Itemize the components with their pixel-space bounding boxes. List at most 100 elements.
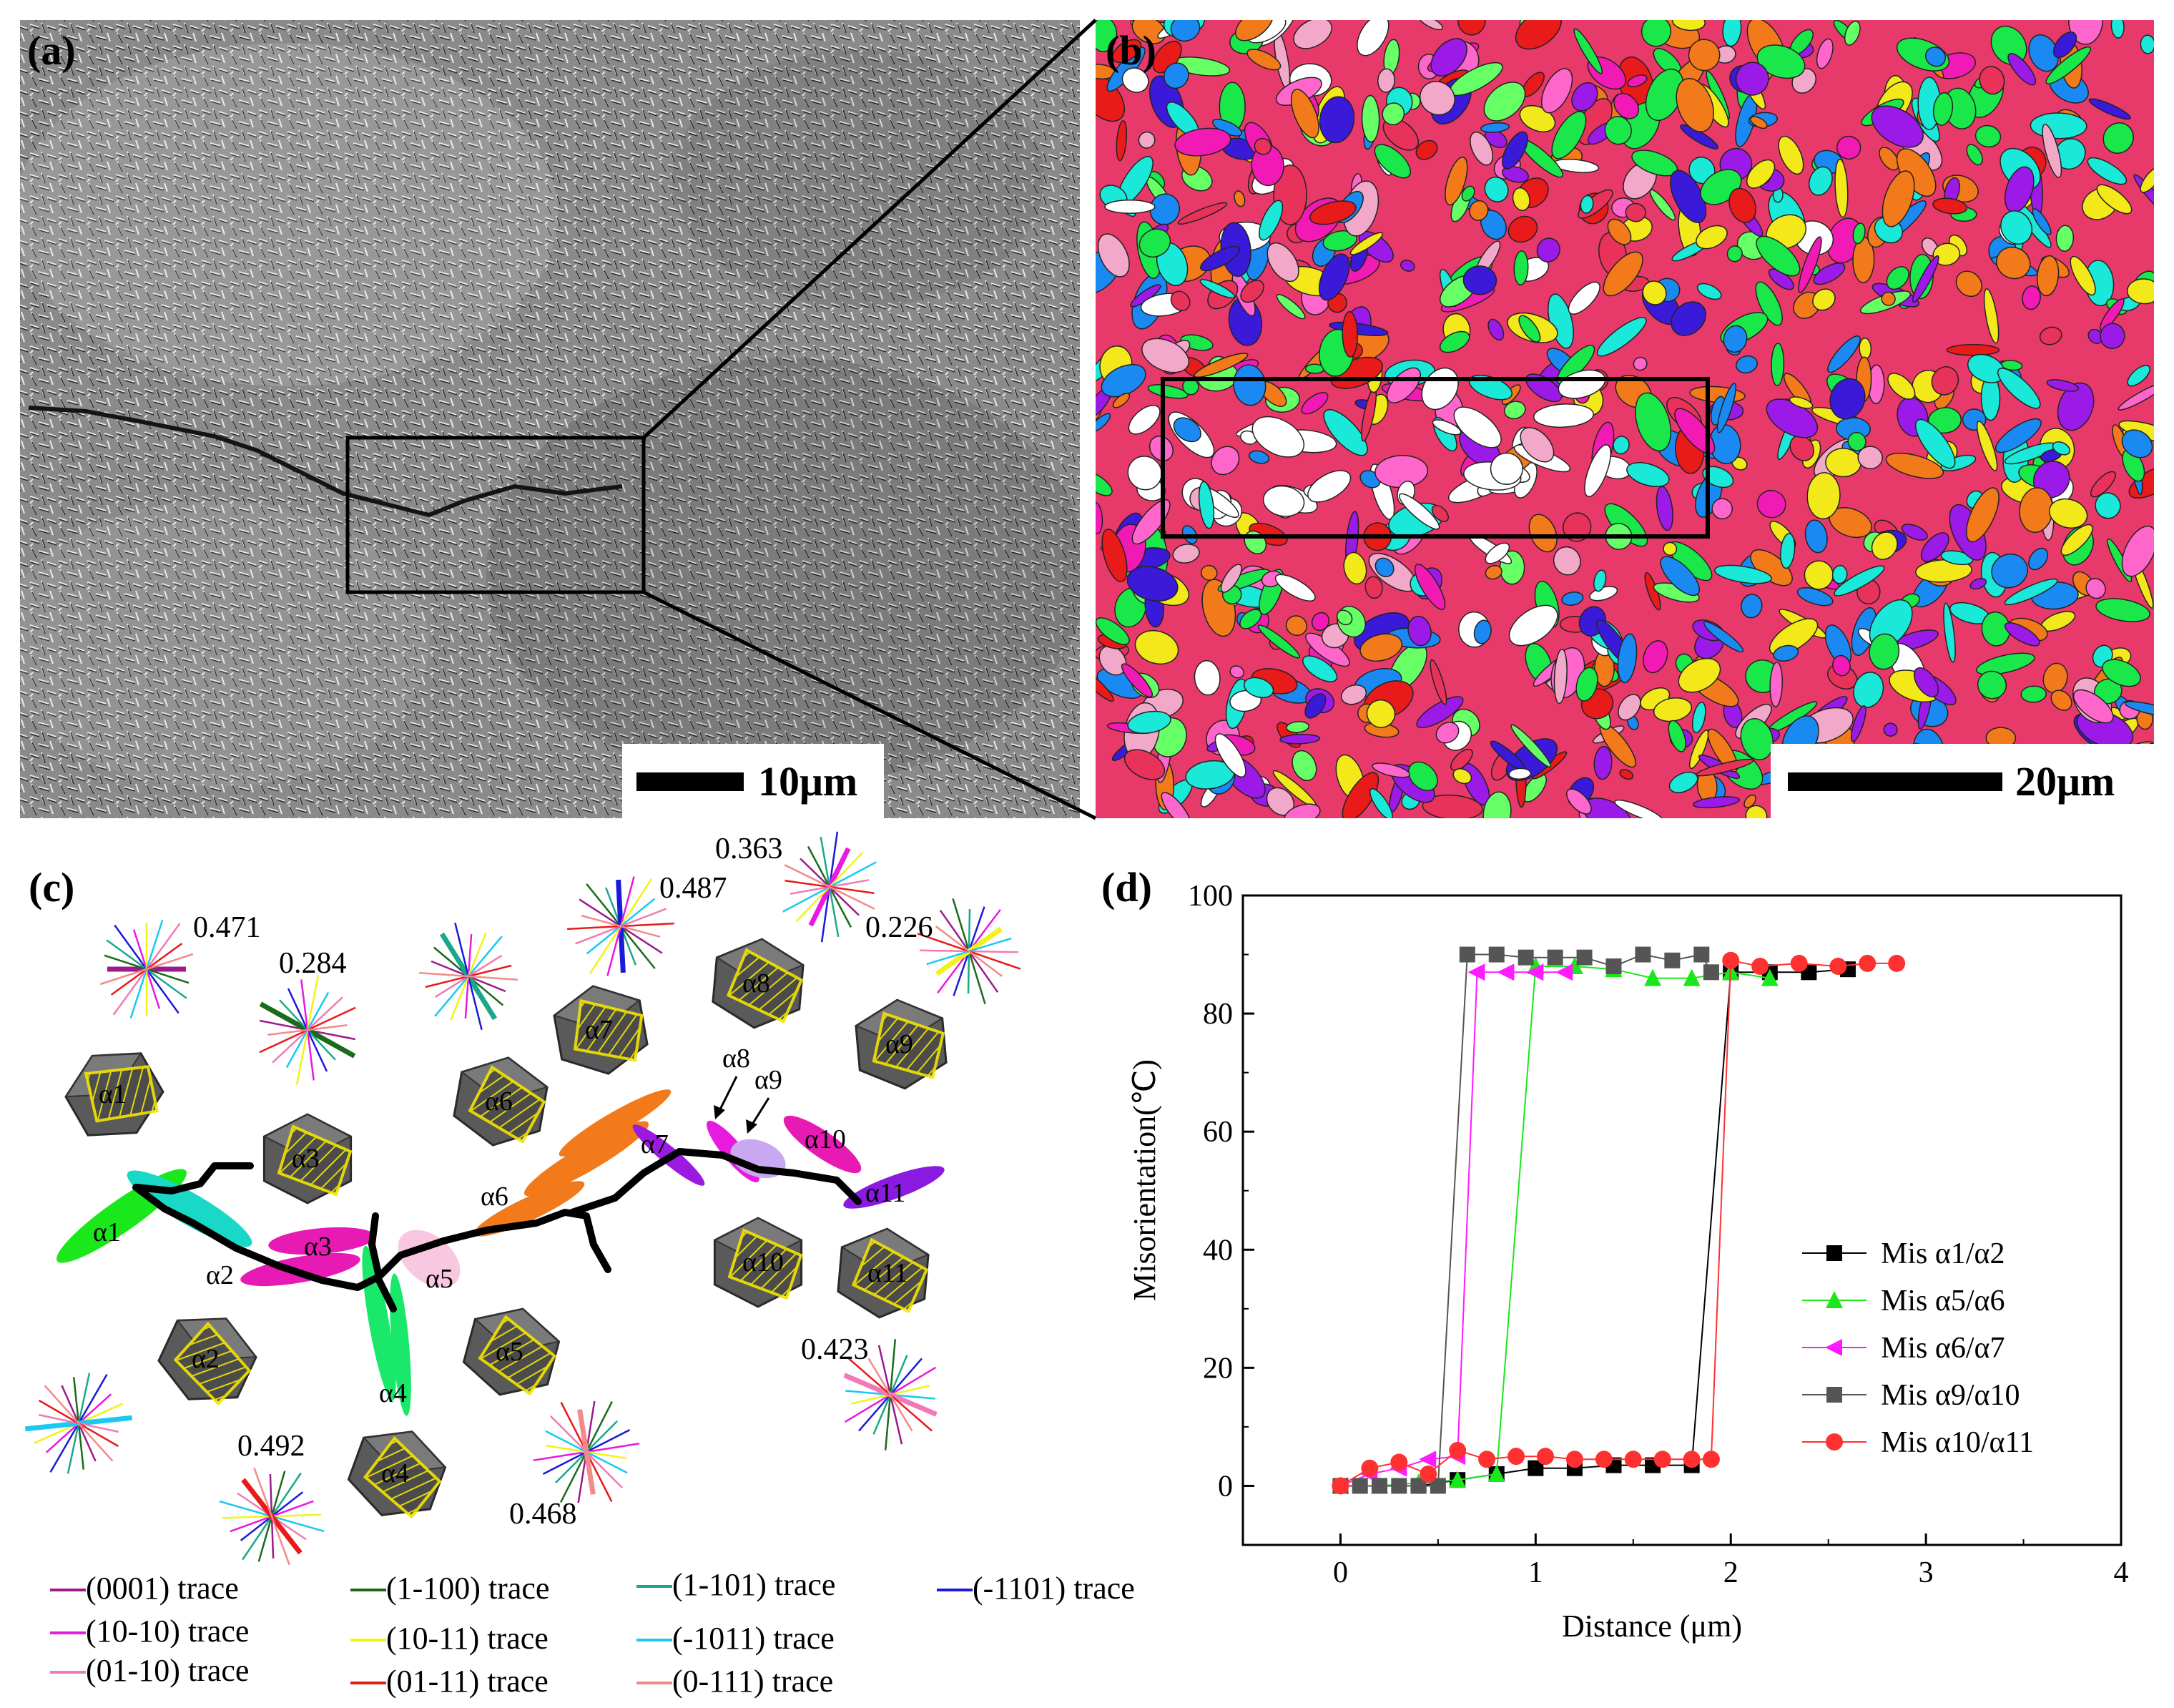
ebsd-grain [1249, 450, 1270, 464]
ebsd-grain [2048, 498, 2088, 529]
zoom-box-b [1161, 377, 1710, 539]
chart-legend-label: Mis α10/α11 [1881, 1426, 2034, 1459]
panel-b: 20μm (b) [1096, 20, 2154, 818]
ebsd-grain [1974, 124, 2002, 148]
ebsd-grain [1756, 235, 1801, 277]
data-point [1722, 951, 1740, 969]
arrow-a9 [749, 1097, 770, 1127]
ebsd-grain [1924, 46, 1947, 67]
ebsd-grain [1825, 448, 1862, 478]
data-point [1703, 964, 1719, 981]
alpha-label-a11: α11 [865, 1178, 906, 1208]
prism-cell: α10 [713, 1217, 803, 1308]
schmid-value-7: 0.492 [237, 1430, 305, 1463]
ebsd-grain [1504, 401, 1526, 420]
ebsd-grain [1101, 529, 1128, 582]
ebsd-grain [1871, 531, 1898, 560]
ebsd-grain [1642, 280, 1667, 305]
ebsd-grain [2042, 124, 2062, 178]
slip-plane [468, 1065, 546, 1144]
legend-label: (01-10) trace [86, 1653, 249, 1688]
prism-label: α8 [742, 968, 770, 998]
data-point [1497, 963, 1515, 981]
ebsd-grain [1881, 291, 1896, 306]
ebsd-grain [2140, 165, 2154, 193]
ebsd-grain [2124, 701, 2154, 717]
ebsd-grain [2022, 285, 2041, 310]
ebsd-grain [2032, 208, 2052, 235]
ebsd-grain [1584, 444, 1612, 497]
ebsd-grain [1520, 427, 1555, 463]
y-tick-label: 20 [1203, 1352, 1233, 1385]
ebsd-grain [1668, 771, 1698, 793]
ebsd-grain [1571, 82, 1598, 112]
ebsd-grain [1262, 485, 1305, 517]
ebsd-grain [2088, 98, 2131, 120]
prism-cell: α3 [262, 1113, 353, 1204]
ebsd-grain [1965, 487, 2000, 543]
ebsd-grain [1979, 66, 2005, 95]
ebsd-grain [1692, 796, 1741, 809]
ebsd-grain [1773, 644, 1799, 662]
slip-plane [363, 1435, 442, 1519]
ebsd-grain [1660, 556, 1700, 597]
ebsd-grain [1798, 236, 1822, 293]
ebsd-grain [1480, 122, 1510, 133]
ebsd-grain [1173, 417, 1201, 443]
chart-legend-item: Mis α6/α7 [1802, 1332, 2005, 1365]
ebsd-grain [1457, 20, 1486, 36]
ebsd-grain [1674, 408, 1716, 455]
ebsd-grain [2052, 31, 2077, 59]
schmid-value-5: 0.226 [865, 911, 933, 944]
ebsd-grain [1418, 20, 1444, 31]
data-point [1420, 1465, 1437, 1483]
ebsd-grain [2004, 622, 2040, 647]
trace-star [917, 898, 1021, 1004]
panel-a: 10μm (a) [20, 19, 1097, 820]
ebsd-grain [2095, 598, 2150, 622]
ebsd-grain [1398, 493, 1440, 530]
series-line [1340, 953, 1712, 1487]
chart-legend-marker [1825, 1339, 1842, 1356]
grain-ellipse-a11 [843, 1166, 945, 1209]
data-point [1790, 954, 1808, 972]
ebsd-grain [1319, 96, 1355, 144]
ebsd-grain [1322, 230, 1358, 252]
ebsd-grain [1943, 602, 1956, 663]
ebsd-grain [1920, 532, 1949, 562]
legend-item: (01-11) trace [350, 1664, 549, 1699]
ebsd-grain [1235, 20, 1274, 41]
ebsd-grain [1627, 74, 1648, 88]
ebsd-grain [1851, 705, 1866, 742]
grain-ellipse-a6c [559, 1089, 672, 1157]
ebsd-grain [1229, 665, 1244, 679]
ebsd-grain [1551, 111, 1587, 159]
data-point [1488, 946, 1505, 963]
ebsd-grain [1829, 378, 1866, 420]
data-point [1507, 1448, 1525, 1466]
ebsd-grain [1382, 102, 1405, 126]
ebsd-grain [1198, 481, 1215, 529]
ebsd-grain [1561, 592, 1584, 606]
ebsd-grain [1707, 728, 1738, 772]
ebsd-grain [1885, 452, 1944, 479]
data-point [1664, 952, 1681, 968]
slip-plane [872, 1011, 945, 1079]
ebsd-grain [1127, 710, 1171, 735]
ebsd-grain [1138, 131, 1156, 149]
trace-line [581, 914, 661, 938]
ebsd-grain [1366, 699, 1396, 728]
ebsd-grain [1755, 281, 1783, 326]
ebsd-grain [2100, 323, 2125, 350]
ebsd-grain [2095, 492, 2121, 519]
ebsd-grain [1619, 769, 1634, 780]
scalebar-b [1788, 772, 2002, 791]
ebsd-grain [1147, 384, 1189, 399]
ebsd-grain [2057, 382, 2095, 431]
legend-item: (1-100) trace [350, 1571, 549, 1606]
data-point [1528, 1460, 1544, 1476]
ebsd-grain [1689, 730, 1709, 770]
prism-cell: α1 [64, 1052, 164, 1137]
ebsd-grain [2036, 255, 2060, 297]
ebsd-grain [1134, 629, 1179, 665]
